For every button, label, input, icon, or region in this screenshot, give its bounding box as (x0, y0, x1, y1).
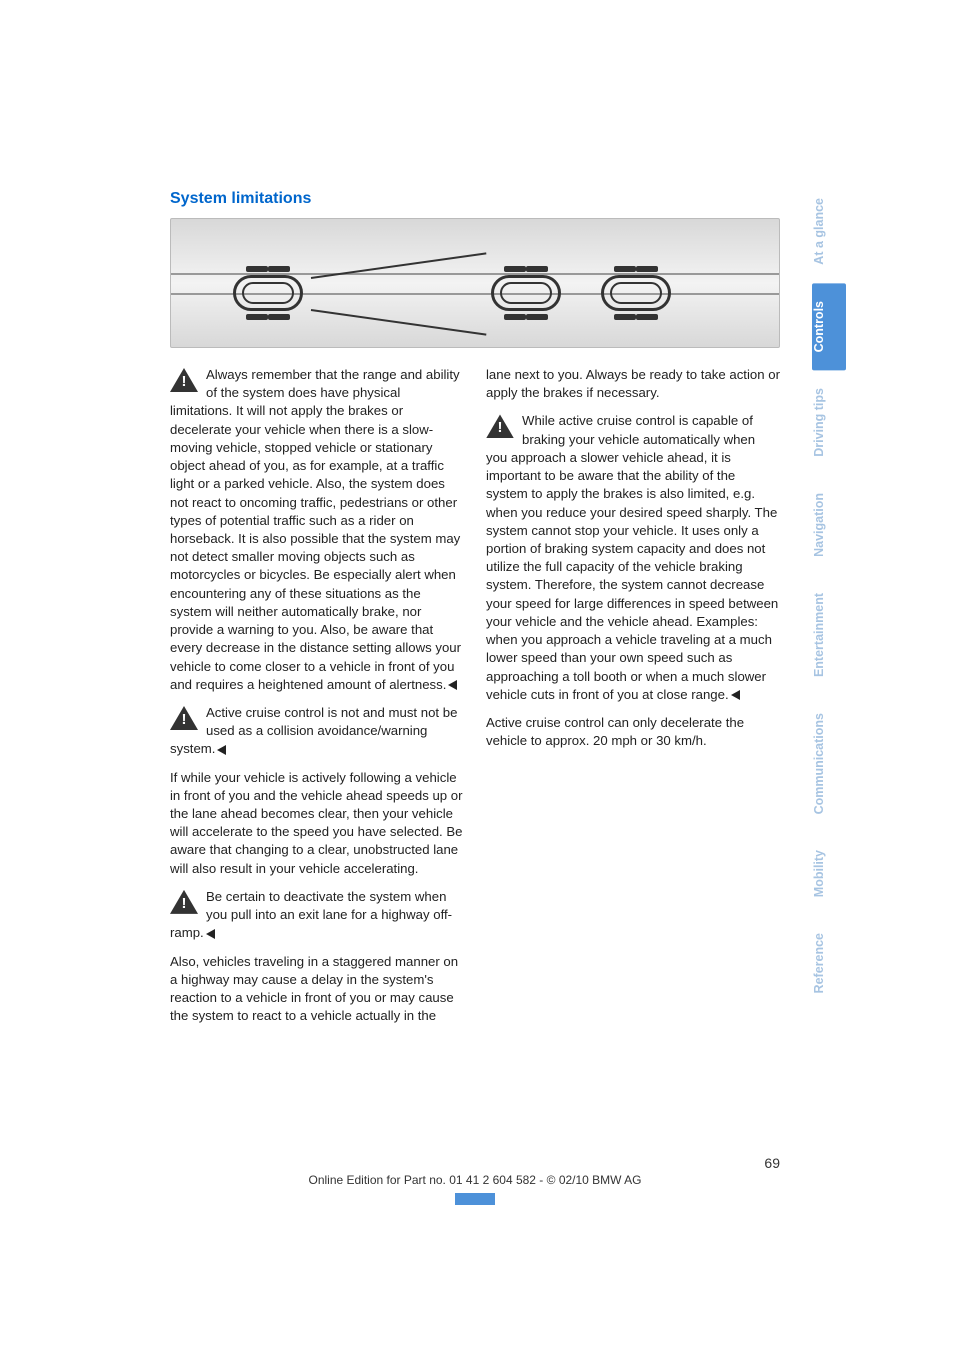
tab-navigation[interactable]: Navigation (812, 475, 846, 575)
body-text: Always remember that the range and abili… (170, 367, 461, 692)
end-marker-icon (217, 745, 226, 755)
sensor-beam (311, 252, 487, 279)
footer-line: Online Edition for Part no. 01 41 2 604 … (170, 1173, 780, 1187)
warning-icon (486, 414, 514, 438)
warning-icon (170, 890, 198, 914)
left-column: Always remember that the range and abili… (170, 366, 464, 1035)
body-text: Active cruise control is not and must no… (170, 705, 457, 756)
warning-icon (170, 706, 198, 730)
page-footer: 69 Online Edition for Part no. 01 41 2 6… (170, 1155, 780, 1205)
tab-communications[interactable]: Communications (812, 695, 846, 832)
warning-icon (170, 368, 198, 392)
body-text: If while your vehicle is actively follow… (170, 770, 463, 876)
side-tab-bar: At a glance Controls Driving tips Naviga… (812, 180, 846, 1012)
tab-mobility[interactable]: Mobility (812, 832, 846, 915)
tab-reference[interactable]: Reference (812, 915, 846, 1011)
lead-car-icon (491, 275, 561, 311)
page-number: 69 (170, 1155, 780, 1171)
tab-at-a-glance[interactable]: At a glance (812, 180, 846, 283)
end-marker-icon (448, 680, 457, 690)
end-marker-icon (206, 929, 215, 939)
footer-bar-icon (455, 1193, 495, 1205)
lane-diagram (170, 218, 780, 348)
body-text: lane next to you. Always be ready to tak… (486, 367, 780, 400)
body-text: Also, vehicles traveling in a staggered … (170, 954, 458, 1024)
section-heading: System limitations (170, 190, 780, 208)
tab-controls[interactable]: Controls (812, 283, 846, 370)
tab-entertainment[interactable]: Entertainment (812, 575, 846, 695)
end-marker-icon (731, 690, 740, 700)
body-text: While active cruise control is capable o… (486, 413, 778, 701)
sensor-beam (311, 309, 487, 336)
right-column: lane next to you. Always be ready to tak… (486, 366, 780, 1035)
lead-car-icon (601, 275, 671, 311)
tab-driving-tips[interactable]: Driving tips (812, 370, 846, 475)
ego-car-icon (233, 275, 303, 311)
body-text: Active cruise control can only decelerat… (486, 715, 744, 748)
